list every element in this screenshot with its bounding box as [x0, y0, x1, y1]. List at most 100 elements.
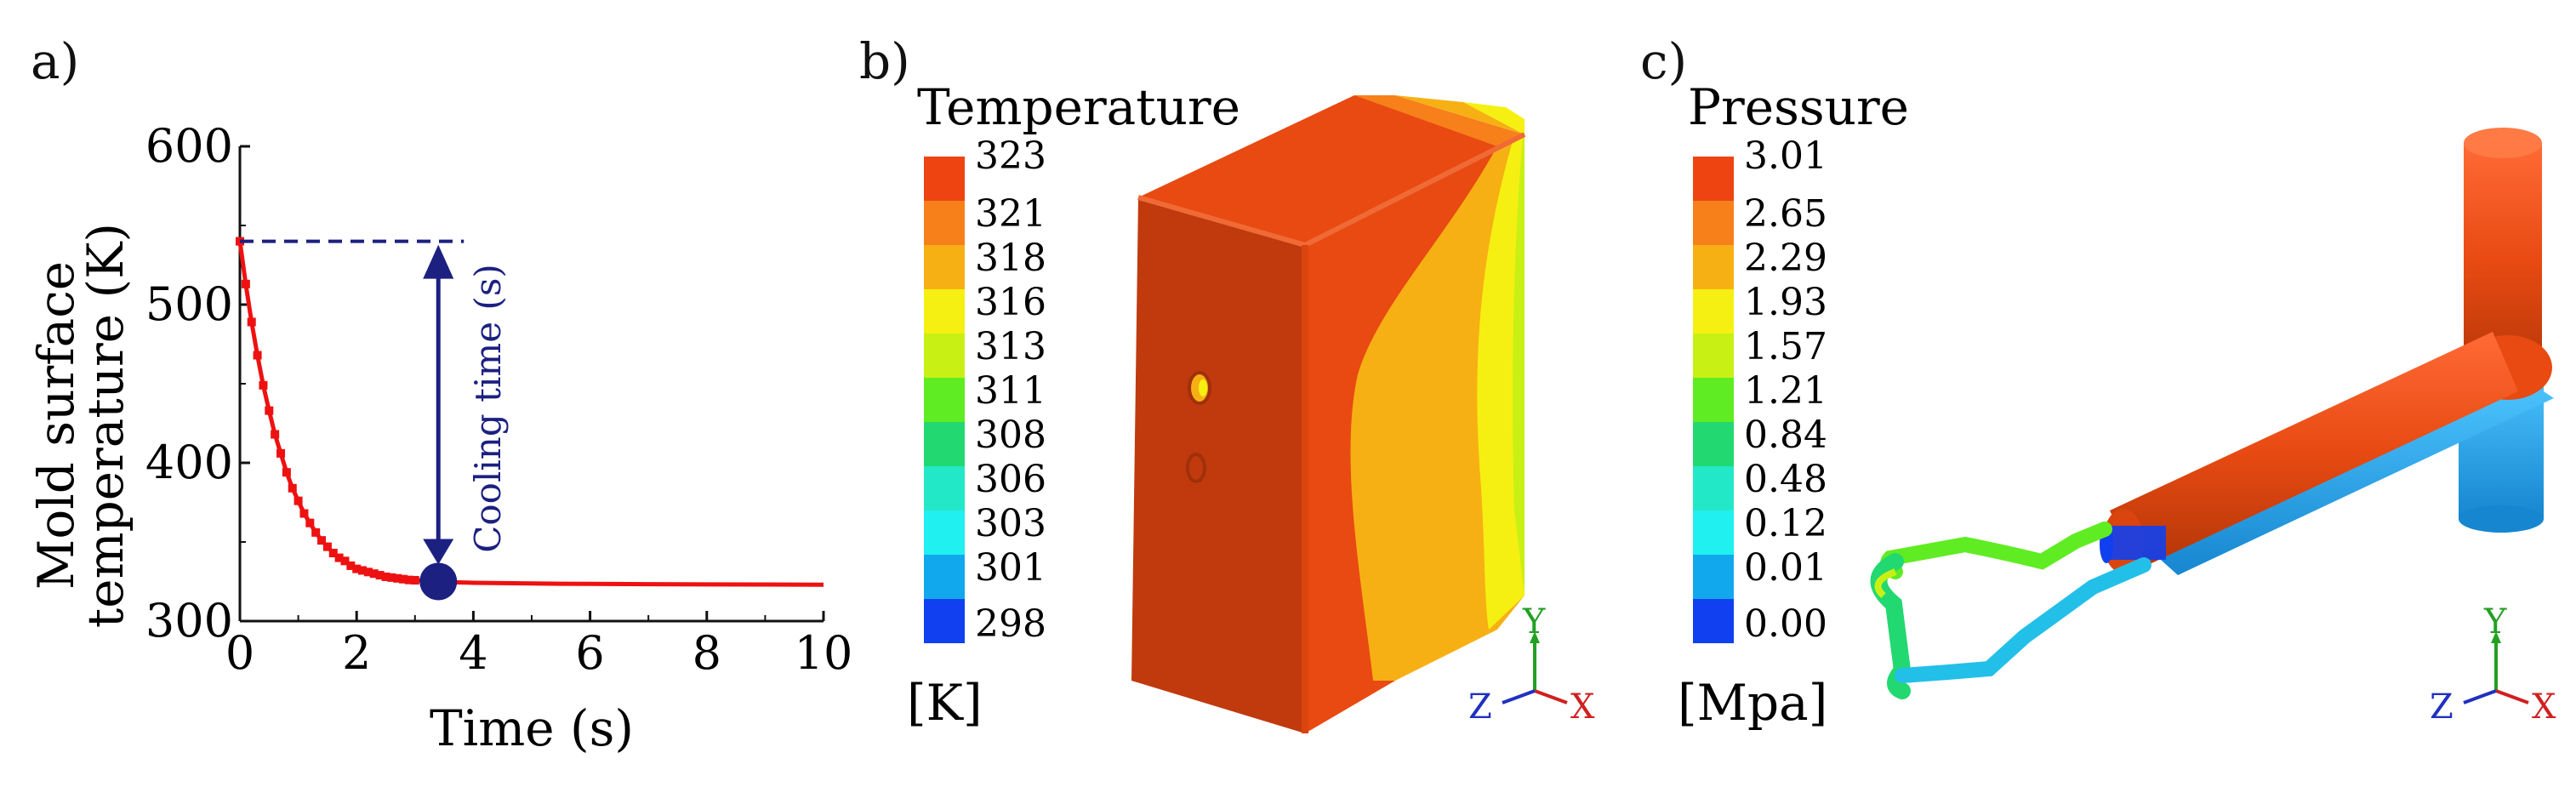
- legend-label: 311: [975, 369, 1046, 413]
- x-tick-label: 6: [575, 626, 604, 680]
- legend-label: 3.01: [1744, 134, 1827, 178]
- data-point: [276, 448, 286, 458]
- x-tick-label: 2: [342, 626, 371, 680]
- data-point: [305, 518, 315, 528]
- data-point: [375, 571, 385, 580]
- legend-label: 316: [975, 281, 1046, 324]
- legend-label: 0.12: [1744, 502, 1827, 545]
- triad-z-label-c: Z: [2430, 687, 2453, 727]
- panel-label-c: c): [1640, 32, 1688, 90]
- axis-triad-c: Y Z X: [2430, 602, 2556, 727]
- legend-label: 0.00: [1744, 602, 1827, 646]
- legend-swatch: [1693, 245, 1734, 289]
- data-point: [271, 430, 280, 439]
- y-axis-label-line-2: temperature (K): [77, 223, 134, 628]
- cooling-time-arrow-head-down: [423, 539, 454, 565]
- x-axis-label: Time (s): [430, 699, 634, 757]
- legend-label: 303: [975, 502, 1046, 545]
- temperature-legend-title: Temperature: [917, 78, 1240, 136]
- legend-swatch: [1693, 334, 1734, 378]
- legend-label: 2.65: [1744, 192, 1827, 236]
- chart-annotation: [240, 239, 464, 601]
- pressure-legend-unit: [Mpa]: [1678, 674, 1827, 732]
- legend-swatch: [924, 466, 965, 510]
- legend-label: 1.57: [1744, 325, 1827, 368]
- pressure-legend-title: Pressure: [1688, 78, 1909, 136]
- legend-swatch: [924, 157, 965, 201]
- cooling-time-arrow-head-up: [423, 244, 454, 279]
- axis-triad-b: Y Z X: [1468, 602, 1595, 727]
- data-point: [404, 575, 413, 585]
- data-point: [399, 574, 408, 584]
- legend-label: 298: [975, 602, 1046, 646]
- data-point: [346, 561, 356, 570]
- data-point: [340, 556, 350, 566]
- x-tick-label: 4: [459, 626, 487, 680]
- legend-swatch: [924, 334, 965, 378]
- data-point: [358, 566, 368, 575]
- data-point: [311, 528, 321, 537]
- data-point: [410, 576, 419, 585]
- y-tick-label: 400: [145, 436, 233, 489]
- data-point: [299, 509, 309, 518]
- legend-label: 318: [975, 237, 1046, 280]
- legend-swatch: [924, 510, 965, 555]
- y-tick-label: 500: [145, 277, 233, 331]
- data-point: [259, 380, 268, 390]
- legend-label: 1.21: [1744, 369, 1827, 413]
- triad-z-label-b: Z: [1468, 687, 1492, 727]
- x-tick-label: 0: [225, 626, 254, 680]
- legend-swatch: [924, 555, 965, 599]
- legend-label: 0.48: [1744, 458, 1827, 501]
- triad-x-label-c: X: [2532, 687, 2556, 727]
- legend-label: 2.29: [1744, 237, 1827, 280]
- legend-label: 321: [975, 192, 1046, 236]
- legend-swatch: [1693, 555, 1734, 599]
- temperature-legend-unit: [K]: [907, 674, 983, 732]
- legend-label: 323: [975, 134, 1046, 178]
- temperature-curve: [237, 241, 824, 587]
- data-point: [241, 279, 250, 288]
- data-point: [387, 573, 396, 582]
- legend-swatch: [924, 245, 965, 289]
- legend-swatch: [924, 378, 965, 422]
- legend-label: 0.84: [1744, 413, 1827, 457]
- chart-series: [236, 237, 824, 587]
- legend-swatch: [1693, 378, 1734, 422]
- triad-y-label-c: Y: [2483, 602, 2507, 642]
- pipe-system-render: [1870, 128, 2554, 699]
- y-axis-label-line-1: Mold surface: [27, 261, 85, 590]
- panel-label-b: b): [859, 32, 910, 90]
- legend-swatch: [1693, 466, 1734, 510]
- legend-label: 1.93: [1744, 281, 1827, 324]
- legend-label: 313: [975, 325, 1046, 368]
- chart-ticks: 0 2 4 6 8 10 300 400 500 600: [145, 119, 852, 680]
- legend-swatch: [1693, 289, 1734, 334]
- y-tick-label: 600: [145, 119, 233, 173]
- legend-swatch: [1693, 510, 1734, 555]
- legend-label: 301: [975, 546, 1046, 590]
- data-point: [247, 317, 256, 327]
- data-point: [381, 572, 390, 581]
- data-point: [328, 549, 338, 558]
- cooling-end-marker: [419, 562, 458, 601]
- data-point: [265, 406, 274, 415]
- y-tick-label: 300: [145, 594, 233, 647]
- legend-swatch: [1693, 201, 1734, 245]
- temperature-legend: Temperature 323 3213183163133113083063033…: [907, 78, 1240, 732]
- panel-label-a: a): [31, 32, 80, 90]
- legend-label: 306: [975, 458, 1046, 501]
- data-point: [322, 542, 332, 551]
- data-point: [294, 496, 303, 505]
- cooling-time-label: Cooling time (s): [467, 264, 509, 553]
- triad-x-label-b: X: [1570, 687, 1595, 727]
- legend-swatch: [1693, 157, 1734, 201]
- cooling-chart: 0 2 4 6 8 10 300 400 500 600 Time (s) Mold surfac…: [27, 119, 852, 757]
- x-tick-label: 10: [795, 626, 853, 680]
- legend-swatch: [924, 422, 965, 466]
- data-point: [253, 351, 262, 360]
- legend-label: 308: [975, 413, 1046, 457]
- legend-swatch: [924, 289, 965, 334]
- triad-y-label-b: Y: [1522, 602, 1546, 642]
